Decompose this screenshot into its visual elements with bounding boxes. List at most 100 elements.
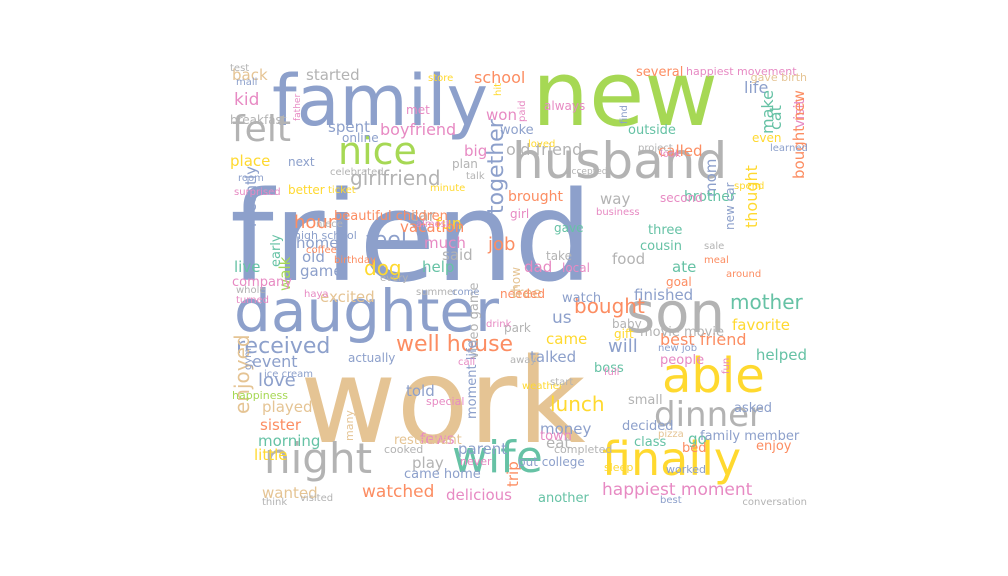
- word-played: played: [262, 398, 313, 416]
- word-people: people: [660, 353, 705, 368]
- word-go: go: [688, 430, 707, 448]
- word-sleep: sleep: [604, 461, 634, 474]
- word-talk: talk: [466, 171, 485, 182]
- word-almost: almost: [416, 219, 450, 230]
- word-gift: gift: [614, 327, 634, 341]
- word-best-friend: best friend: [660, 330, 747, 349]
- word-old: old: [302, 248, 325, 266]
- word-kid: kid: [234, 90, 260, 110]
- word-many: many: [343, 410, 356, 441]
- word-put-college: put college: [518, 455, 585, 469]
- word-ice-cream: ice cream: [264, 369, 314, 380]
- word-watch: watch: [562, 291, 602, 306]
- word-online: online: [342, 131, 379, 145]
- word-favorite: favorite: [732, 316, 790, 334]
- word-find: find: [619, 105, 630, 124]
- word-second: second: [660, 191, 703, 205]
- word-cloud: friend work new family husband daughter son abl…: [230, 64, 808, 510]
- word-three: three: [648, 223, 683, 238]
- word-feel: feel: [366, 228, 407, 253]
- word-happiness: happiness: [232, 389, 288, 402]
- word-another: another: [538, 491, 589, 506]
- word-big: big: [464, 142, 488, 160]
- word-completed: completed: [554, 443, 613, 456]
- word-away: away: [510, 355, 537, 366]
- word-called: called: [658, 142, 703, 160]
- word-came-home: came home: [404, 467, 481, 482]
- word-parent: parent: [458, 440, 508, 458]
- word-met: met: [406, 103, 430, 117]
- word-weather: weather: [522, 381, 563, 392]
- word-beautiful-children: beautiful children: [334, 209, 448, 224]
- word-better: better: [288, 183, 325, 197]
- word-think: think: [262, 497, 288, 508]
- word-goal: goal: [666, 275, 692, 289]
- word-business: business: [596, 207, 640, 218]
- word-cousin: cousin: [640, 239, 682, 254]
- word-work: work: [300, 332, 586, 470]
- word-restaurant: restaurant: [394, 433, 462, 448]
- word-niece: niece: [316, 219, 343, 230]
- word-play: play: [412, 454, 444, 472]
- word-whole: whole: [236, 285, 266, 296]
- word-able: able: [662, 348, 765, 404]
- word-birthday: birthday: [334, 255, 376, 266]
- word-sale: sale: [704, 241, 725, 252]
- word-loved: loved: [528, 139, 556, 150]
- word-dad: dad: [524, 258, 553, 276]
- word-received: received: [236, 334, 331, 359]
- word-drink: drink: [486, 319, 512, 330]
- word-decided: decided: [622, 419, 674, 434]
- word-call: call: [458, 357, 476, 368]
- word-class: class: [634, 435, 667, 450]
- word-game: game: [300, 262, 343, 280]
- word-live: live: [234, 258, 261, 276]
- word-mall: mall: [236, 77, 258, 88]
- word-father: father: [293, 93, 303, 121]
- word-happiest-moment: happiest moment: [602, 480, 753, 500]
- word-vacation: vacation: [400, 218, 465, 236]
- word-look: look: [660, 149, 681, 160]
- word-excited: excited: [320, 288, 375, 306]
- word-said: said: [442, 246, 473, 264]
- word-life: life: [744, 78, 769, 97]
- word-wanted: wanted: [262, 484, 318, 502]
- word-meal: meal: [704, 255, 729, 266]
- word-help: help: [422, 258, 455, 276]
- word-new-car: new car: [723, 182, 737, 230]
- word-fun: fun: [436, 214, 462, 233]
- word-small: small: [628, 393, 663, 408]
- word-high-school: high school: [294, 229, 357, 242]
- word-ticket: ticket: [328, 185, 356, 196]
- word-us: us: [552, 308, 572, 328]
- word-hit: hit: [493, 82, 504, 96]
- word-come: come: [452, 287, 480, 298]
- word-room: room: [238, 173, 264, 184]
- word-several: several: [636, 65, 684, 80]
- word-baby: baby: [612, 317, 642, 331]
- word-spent: spent: [328, 118, 370, 136]
- word-lunch: lunch: [550, 392, 605, 416]
- word-night: night: [264, 434, 373, 483]
- word-enjoyed: enjoyed: [230, 334, 254, 414]
- word-friend: friend: [230, 166, 593, 310]
- word-family: family: [272, 64, 489, 142]
- word-outside: outside: [628, 123, 676, 138]
- word-special: special: [426, 395, 465, 408]
- word-fun: fun: [721, 357, 732, 374]
- word-eat: eat: [546, 434, 571, 452]
- word-take: take: [546, 249, 572, 263]
- word-thought: thought: [742, 165, 761, 228]
- word-make: make: [758, 90, 777, 134]
- word-brother: brother: [684, 189, 736, 205]
- word-finally: finally: [602, 432, 742, 486]
- word-test: test: [230, 64, 250, 74]
- word-start: start: [550, 377, 574, 388]
- word-always: always: [544, 99, 586, 113]
- word-girlfriend: girlfriend: [350, 166, 441, 190]
- word-dinner: dinner: [654, 395, 764, 435]
- word-gym: gym: [243, 347, 254, 370]
- word-felt: felt: [232, 109, 291, 150]
- word-early: early: [269, 234, 284, 267]
- word-car: car: [410, 206, 436, 225]
